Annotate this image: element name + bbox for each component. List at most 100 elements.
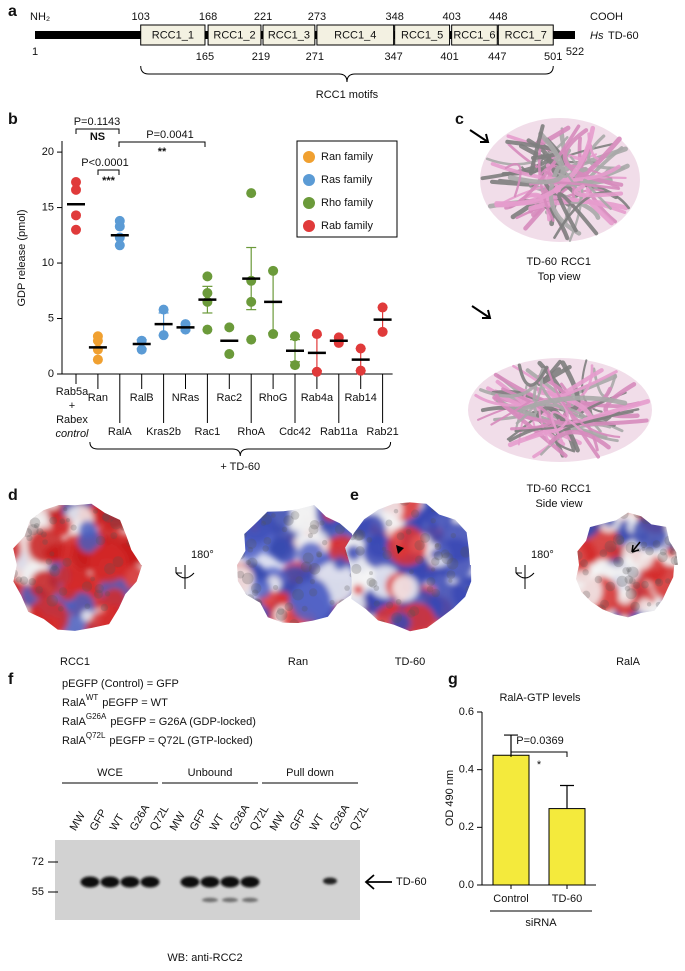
surface-shade [448,578,453,583]
surface-shade [578,529,588,539]
surface-shade [665,578,671,584]
band [120,876,140,888]
surface-patch [330,607,356,623]
surface-label: RalA [616,656,641,668]
legend-swatch [303,220,315,232]
band [200,876,220,888]
surface-shade [319,520,325,526]
y-tick-label: 20 [42,146,54,158]
surface-shade [468,523,472,534]
surface-patch [81,610,93,622]
domain [497,24,554,46]
surface-label: RCC1 [60,656,90,668]
surface-patch [585,550,599,565]
surface-patch [353,584,364,595]
surface-shade [431,508,436,513]
construct-sup: G26A [86,712,107,721]
surface-shade [250,583,262,594]
surface-shade [329,599,335,605]
surface-shade [331,610,338,618]
construct-base: RalA [62,716,87,728]
surface-shade [315,551,323,558]
surface-shade [470,531,472,542]
legend-label: Rab family [321,220,373,232]
surface-shade [93,508,98,514]
surface-shade [49,516,58,525]
x-tick-label: RhoA [237,426,265,438]
surface-shade [576,545,580,551]
data-point [136,344,147,355]
panel-label: b [8,111,18,128]
surface-shade [58,587,68,596]
surface-shade [587,513,594,521]
surface-shade [13,569,18,578]
surface-shade [351,563,362,575]
surface-shade [90,576,96,582]
structure-legend: TD-60 [526,483,557,495]
data-point [246,188,257,199]
bar [492,754,530,886]
surface-shade [646,602,652,607]
ribbon [528,198,629,211]
surface-shade [466,504,472,515]
surface-shade [616,539,623,545]
surface-shade [622,567,630,575]
lane-label: GFP [288,807,310,833]
domain-end: 165 [196,51,214,63]
p-value: P<0.0001 [81,157,128,169]
surface-patch [589,512,604,521]
y-tick-label: 0 [48,368,54,380]
surface-patch [602,513,617,527]
panel-label: d [8,487,18,504]
domain [451,24,498,46]
y-tick-label: 0.2 [459,821,474,833]
data-point [158,304,169,315]
surface-shade [61,503,72,507]
surface-patch [13,595,27,620]
surface-shade [104,563,116,575]
surface-shade [27,524,39,536]
surface-patch [666,512,678,527]
error-bar [560,784,574,809]
construct-rest: pEGFP = Q72L (GTP-locked) [109,735,252,747]
ribbon [515,375,543,425]
structure-legend: TD-60 [526,256,557,268]
surface-shade [263,537,272,545]
rotation-label: 180° [531,549,554,561]
surface-shade [605,581,616,592]
construct-label: RalAQ72L pEGFP = Q72L (GTP-locked) [62,731,253,747]
y-axis-label: OD 490 nm [444,770,456,826]
surface-shade [582,569,589,576]
surface-shade [450,532,457,539]
surface-shade [16,606,23,614]
surface-shade [431,557,440,566]
surface-shade [426,577,436,586]
construct-base: RalA [62,735,87,747]
x-tick-label: Rab5a + Rabex control [55,386,89,440]
ribbon [568,409,601,459]
surface-patch [651,564,678,601]
surface-patch [43,503,61,510]
panel-label: g [448,671,458,688]
x-axis-label: siRNA [525,917,557,929]
x-tick-label: Rac1 [195,426,221,438]
legend-label: Ran family [321,151,373,163]
surface-shade [624,585,631,592]
surface-shade [395,599,402,605]
surface-shade [309,588,318,597]
surface-shade [619,512,629,519]
surface-shade [261,514,272,525]
lane-label: MW [168,809,188,832]
surface-patch [29,503,42,506]
surface-patch [459,502,472,516]
ribbon [494,125,596,208]
surface-shade [420,532,430,543]
surface-shade [576,550,583,561]
surface-shade [309,579,316,585]
y-tick-label: 0.6 [459,706,474,718]
legend-swatch [303,174,315,186]
band [80,876,100,888]
surface-shade [641,546,646,552]
surface-shade [237,549,246,560]
surface-label: Ran [288,656,308,668]
